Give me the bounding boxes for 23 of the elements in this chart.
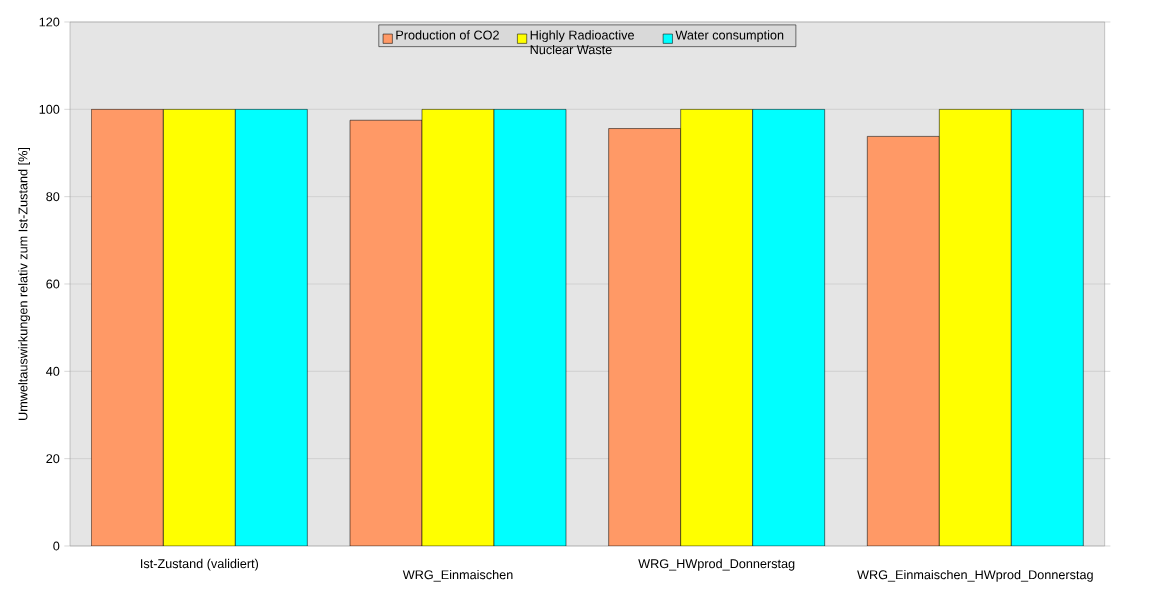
- bar: [421, 109, 495, 546]
- y-tick-label: 80: [46, 192, 60, 202]
- y-tick-label: 40: [46, 366, 60, 376]
- y-tick-label: 120: [39, 17, 60, 27]
- bar: [608, 128, 681, 546]
- legend-label: Highly Radioactive Nuclear Waste: [530, 30, 634, 55]
- y-tick-label: 100: [39, 104, 60, 114]
- y-tick-label: 60: [46, 279, 60, 289]
- legend-label: Production of CO2: [396, 30, 499, 40]
- x-tick-label: WRG_Einmaischen: [402, 569, 513, 582]
- y-axis-title: Umweltauswirkungen relativ zum Ist-Zustand [%]: [18, 148, 30, 420]
- x-tick-label: Ist-Zustand (validiert): [141, 558, 259, 571]
- bar: [349, 119, 423, 546]
- legend-label: Water consumption: [675, 30, 784, 43]
- bar: [939, 109, 1012, 546]
- bar: [680, 109, 753, 546]
- y-tick-label: 0: [53, 541, 60, 551]
- bar: [163, 109, 236, 546]
- x-tick-label: WRG_HWprod_Donnerstag: [638, 558, 795, 571]
- bar: [867, 136, 940, 546]
- bar: [91, 109, 164, 546]
- x-tick-label: WRG_Einmaischen_HWprod_Donnerstag: [857, 569, 1093, 582]
- y-tick-label: 20: [46, 454, 60, 464]
